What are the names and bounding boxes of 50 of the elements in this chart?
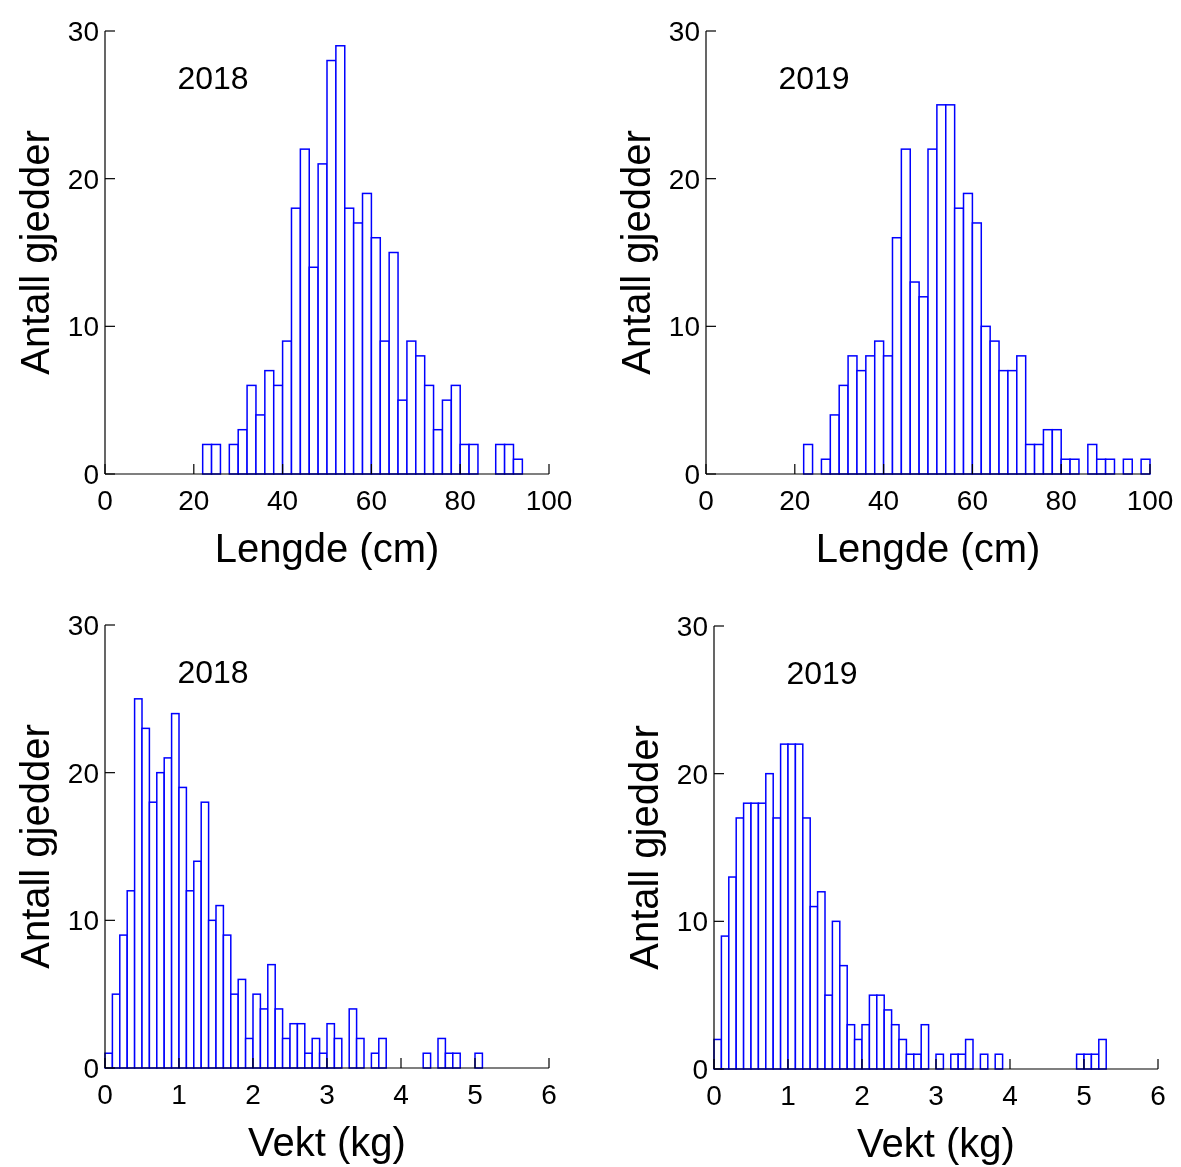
x-tick-label: 4 <box>393 1079 409 1110</box>
y-tick-label: 30 <box>67 16 99 47</box>
y-tick-label: 10 <box>668 311 700 343</box>
y-tick-label: 0 <box>83 1053 99 1084</box>
y-tick-label: 10 <box>67 311 99 343</box>
x-axis-title: Lengde (cm) <box>815 526 1041 570</box>
y-axis-title: Antall gjedder <box>622 725 666 970</box>
y-axis-title: Antall gjedder <box>614 130 658 375</box>
x-tick-label: 3 <box>319 1079 335 1110</box>
x-tick-label: 60 <box>355 485 387 516</box>
y-axis-title: Antall gjedder <box>13 724 57 969</box>
y-tick-label: 0 <box>684 459 700 490</box>
y-tick-label: 30 <box>67 610 99 641</box>
x-axis-title: Vekt (kg) <box>857 1121 1015 1165</box>
y-tick-label: 0 <box>83 459 99 490</box>
x-tick-label: 6 <box>541 1079 557 1110</box>
x-tick-label: 40 <box>868 485 900 516</box>
x-tick-label: 4 <box>1002 1080 1018 1111</box>
x-tick-label: 2 <box>854 1080 870 1111</box>
text: 2019 <box>778 60 850 96</box>
x-tick-label: 2 <box>245 1079 261 1110</box>
x-tick-label: 80 <box>1045 485 1077 516</box>
y-tick-label: 20 <box>67 757 99 789</box>
x-tick-label: 100 <box>525 485 573 516</box>
y-tick-label: 20 <box>67 163 99 195</box>
x-tick-label: 20 <box>779 485 811 516</box>
x-tick-label: 3 <box>928 1080 944 1111</box>
text: 2019 <box>786 655 858 691</box>
text: 2018 <box>177 60 249 96</box>
x-tick-label: 80 <box>444 485 476 516</box>
x-tick-label: 60 <box>956 485 988 516</box>
x-tick-label: 1 <box>780 1080 796 1111</box>
y-tick-label: 0 <box>692 1054 708 1085</box>
y-tick-label: 30 <box>668 16 700 47</box>
y-tick-label: 10 <box>676 906 708 938</box>
x-tick-label: 100 <box>1126 485 1174 516</box>
x-tick-label: 6 <box>1150 1080 1166 1111</box>
y-axis-title: Antall gjedder <box>13 130 57 375</box>
x-tick-label: 1 <box>171 1079 187 1110</box>
y-tick-label: 20 <box>676 758 708 790</box>
x-tick-label: 20 <box>178 485 210 516</box>
x-tick-label: 5 <box>467 1079 483 1110</box>
y-tick-label: 30 <box>676 611 708 642</box>
x-axis-title: Lengde (cm) <box>214 526 440 570</box>
x-tick-label: 40 <box>267 485 299 516</box>
text: 2018 <box>177 654 249 690</box>
y-tick-label: 20 <box>668 163 700 195</box>
x-tick-label: 5 <box>1076 1080 1092 1111</box>
x-axis-title: Vekt (kg) <box>248 1120 406 1164</box>
y-tick-label: 10 <box>67 905 99 937</box>
